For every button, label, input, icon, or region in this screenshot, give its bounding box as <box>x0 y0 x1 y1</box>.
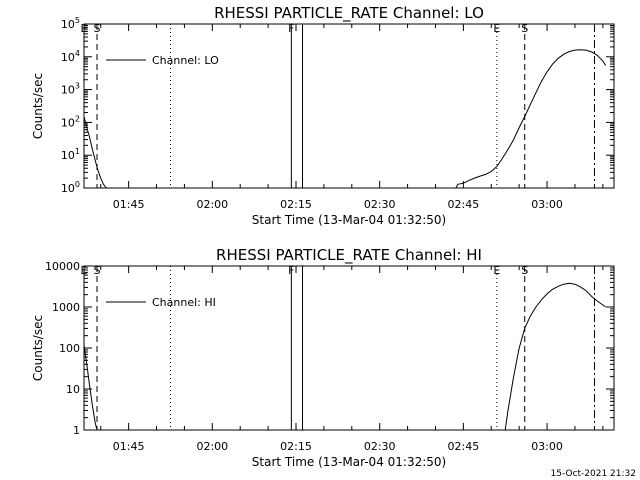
event-marker-label: E <box>493 264 500 277</box>
event-marker-label: S <box>94 22 101 35</box>
event-marker-label: F <box>288 264 294 277</box>
y-tick-exponent: 3 <box>75 82 80 91</box>
x-tick-label: 02:30 <box>364 440 396 453</box>
y-tick-label: 105 <box>61 16 80 31</box>
x-tick-label: 02:15 <box>280 440 312 453</box>
y-tick-label: 1000 <box>52 301 80 314</box>
x-tick-label: 02:15 <box>280 198 312 211</box>
x-axis-label: Start Time (13-Mar-04 01:32:50) <box>252 213 446 227</box>
y-tick-exponent: 0 <box>75 180 80 189</box>
event-marker-label: E <box>81 264 88 277</box>
event-marker-label: S <box>521 22 528 35</box>
event-marker-label: E <box>81 22 88 35</box>
y-tick-exponent: 2 <box>75 114 80 123</box>
y-tick-exponent: 5 <box>75 16 80 25</box>
chart-title: RHESSI PARTICLE_RATE Channel: LO <box>214 4 484 23</box>
x-tick-label: 02:30 <box>364 198 396 211</box>
y-tick-label: 1 <box>73 424 80 437</box>
y-tick-label: 100 <box>61 180 80 195</box>
chart-panel-hi: RHESSI PARTICLE_RATE Channel: HI Start Ti… <box>31 246 615 469</box>
y-axis-label: Counts/sec <box>31 73 45 139</box>
y-tick-label: 100 <box>59 342 80 355</box>
footer-timestamp: 15-Oct-2021 21:32 <box>551 469 636 479</box>
event-marker-label: S <box>521 264 528 277</box>
y-tick-label: 10 <box>66 383 80 396</box>
plot-frame <box>83 265 615 431</box>
y-tick-label: 103 <box>61 82 80 97</box>
x-tick-label: 01:45 <box>113 440 145 453</box>
y-tick-label: 101 <box>61 147 80 162</box>
event-marker-label: F <box>288 22 294 35</box>
y-tick-exponent: 4 <box>75 49 80 58</box>
chart-title: RHESSI PARTICLE_RATE Channel: HI <box>216 246 482 265</box>
legend-label: Channel: LO <box>152 54 219 67</box>
x-axis-label: Start Time (13-Mar-04 01:32:50) <box>252 455 446 469</box>
x-tick-label: 02:45 <box>448 198 480 211</box>
x-tick-label: 01:45 <box>113 198 145 211</box>
legend-label: Channel: HI <box>152 296 216 309</box>
x-tick-label: 03:00 <box>531 198 563 211</box>
series-line <box>83 49 607 189</box>
series-line <box>83 282 606 431</box>
x-tick-label: 03:00 <box>531 440 563 453</box>
y-axis-label: Counts/sec <box>31 315 45 381</box>
x-tick-label: 02:45 <box>448 440 480 453</box>
event-marker-label: E <box>493 22 500 35</box>
y-tick-label: 104 <box>61 49 80 64</box>
y-tick-label: 10000 <box>45 260 80 273</box>
y-tick-label: 102 <box>61 114 80 129</box>
chart-panel-lo: RHESSI PARTICLE_RATE Channel: LO Start Ti… <box>31 4 615 227</box>
x-tick-label: 02:00 <box>196 440 228 453</box>
plot-frame <box>83 23 615 189</box>
x-tick-label: 02:00 <box>196 198 228 211</box>
y-tick-exponent: 1 <box>75 147 80 156</box>
event-marker-label: S <box>94 264 101 277</box>
